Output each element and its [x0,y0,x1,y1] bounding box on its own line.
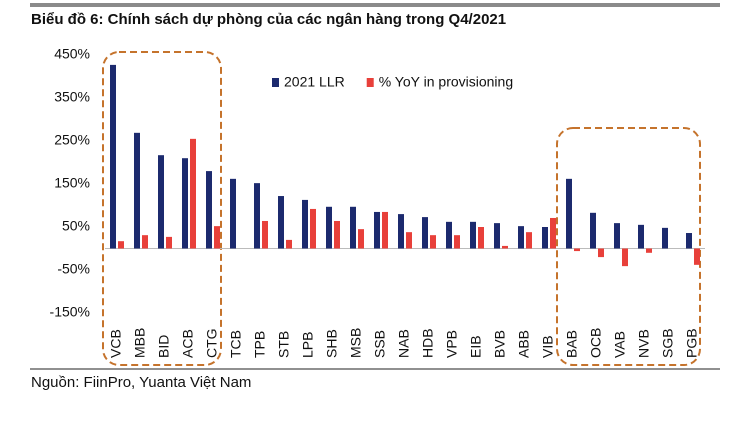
x-tick-label: BVB [492,330,508,358]
bar [278,196,284,249]
bar [518,226,524,249]
x-tick-label: SHB [324,329,340,358]
bar [638,224,644,249]
bar [598,248,604,258]
bar [214,226,220,249]
x-tick-label: VPB [444,330,460,358]
x-tick-label: SGB [660,328,676,358]
x-tick-label: NVB [636,329,652,358]
y-tick-label: 350% [54,89,90,105]
x-tick-label: NAB [396,329,412,358]
bar [158,155,164,249]
x-tick-label: STB [276,331,292,358]
bar [110,64,116,249]
chart-title: Biểu đồ 6: Chính sách dự phòng của các n… [31,11,506,28]
bar [350,206,356,249]
y-tick-label: 250% [54,132,90,148]
x-tick-label: VAB [612,331,628,358]
top-rule [30,3,720,7]
x-tick-label: TCB [228,330,244,358]
bar [398,214,404,249]
y-tick-label: 50% [62,218,90,234]
x-tick-label: ABB [516,330,532,358]
y-tick-label: 450% [54,46,90,62]
x-tick-label: SSB [372,330,388,358]
x-tick-label: MSB [348,328,364,358]
bar [254,183,260,249]
bar [646,248,652,253]
x-tick-label: LPB [300,332,316,358]
x-tick-label: EIB [468,335,484,358]
bar [550,217,556,249]
bar [190,138,196,249]
x-tick-label: HDB [420,328,436,358]
bar [542,227,548,249]
bar [430,235,436,249]
bar [358,229,364,249]
highlight-box [556,127,701,366]
x-tick-label: VIB [540,335,556,358]
bar [166,236,172,249]
bar [470,221,476,249]
bar [262,220,268,249]
y-tick-label: -150% [50,304,90,320]
bar [382,211,388,249]
bar [574,248,580,252]
x-tick-label: PGB [684,328,700,358]
legend-swatch [272,78,279,87]
y-tick-label: 150% [54,175,90,191]
bar [422,217,428,249]
bar [206,171,212,249]
bar [494,223,500,249]
bar [118,241,124,249]
bar [526,232,532,249]
x-tick-label: BID [156,335,172,358]
bar [686,233,692,249]
bar [622,248,628,267]
legend-swatch [366,78,374,87]
x-tick-label: TPB [252,331,268,358]
bar [334,220,340,249]
bar [182,158,188,249]
legend-label: 2021 LLR [284,74,345,90]
bar [446,221,452,249]
x-tick-label: BAB [564,330,580,358]
x-tick-label: CTG [204,328,220,358]
bar [662,227,668,249]
y-tick-label: -50% [57,261,90,277]
source-note: Nguồn: FiinPro, Yuanta Việt Nam [31,374,251,391]
bar [502,245,508,249]
bar [230,178,236,249]
bar [310,208,316,249]
x-tick-label: ACB [180,329,196,358]
bar [694,248,700,265]
x-tick-label: MBB [132,328,148,358]
bar [590,212,596,249]
bar [134,132,140,249]
bar [286,239,292,249]
x-tick-label: VCB [108,329,124,358]
x-tick-label: OCB [588,328,604,358]
bar [142,235,148,249]
bar [454,235,460,249]
bar [302,199,308,249]
bar [374,211,380,249]
bar [566,178,572,249]
bar [614,223,620,249]
bar [326,206,332,249]
bar [406,232,412,249]
bar [478,227,484,249]
legend-label: % YoY in provisioning [379,74,513,90]
